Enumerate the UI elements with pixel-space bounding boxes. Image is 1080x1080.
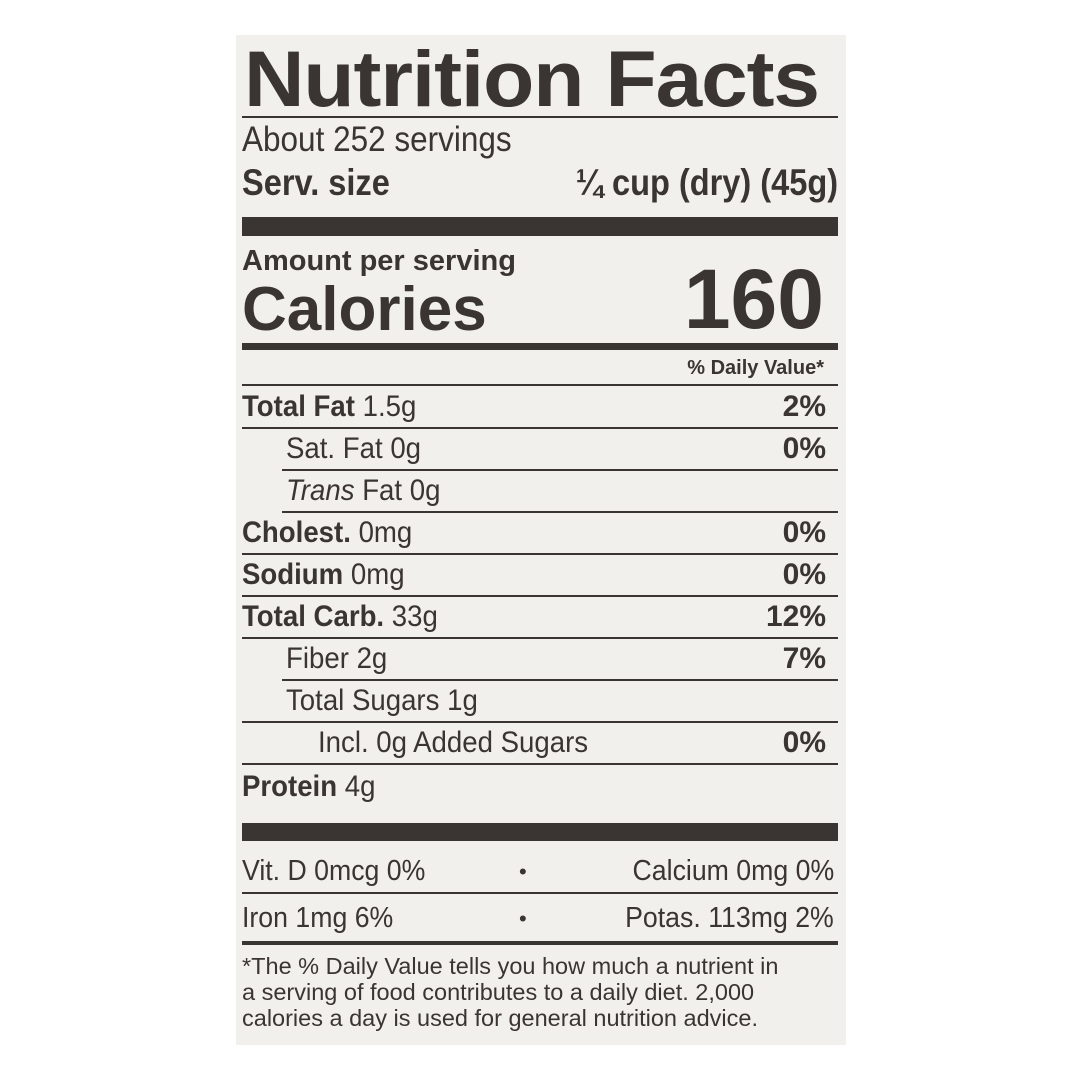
thick-divider (242, 823, 838, 841)
nutrient-row-total-sugars: Total Sugars 1g (242, 681, 838, 723)
serving-size-value: ¼ cup (dry) (45g) (575, 162, 838, 203)
amount-per-serving: Amount per serving (242, 245, 516, 277)
nutrient-row-protein: Protein 4g (242, 770, 376, 803)
divider (242, 384, 838, 386)
nutrient-rows: Total Fat 1.5g 2% Sat. Fat 0g 0% Trans F… (242, 387, 838, 807)
calories-label: Calories (242, 275, 487, 344)
daily-value-footnote: *The % Daily Value tells you how much a … (242, 953, 779, 1031)
nutrient-row-sat-fat: Sat. Fat 0g 0% (282, 429, 838, 471)
vitamin-row: Vit. D 0mcg 0% • Calcium 0mg 0% (242, 847, 838, 894)
bullet-separator: • (519, 859, 527, 884)
serving-size-label: Serv. size (242, 162, 390, 203)
daily-value-header: % Daily Value* (687, 357, 824, 379)
label-title: Nutrition Facts (244, 34, 820, 123)
nutrient-row-fiber: Fiber 2g 7% (282, 639, 838, 681)
medium-divider (242, 343, 838, 350)
nutrient-row-added-sugars: Incl. 0g Added Sugars 0% (242, 723, 838, 765)
divider (242, 116, 838, 118)
thick-divider (242, 217, 838, 236)
nutrition-facts-label: Nutrition Facts About 252 servings Serv.… (236, 35, 846, 1045)
vitamin-row: Iron 1mg 6% • Potas. 113mg 2% (242, 902, 834, 934)
divider (242, 941, 838, 945)
calories-value: 160 (683, 252, 824, 346)
vitamin-mineral-rows: Vit. D 0mcg 0% • Calcium 0mg 0% Iron 1mg… (242, 847, 838, 939)
nutrient-row-sodium: Sodium 0mg 0% (242, 555, 838, 597)
servings-per-container: About 252 servings (242, 120, 512, 159)
nutrient-row-total-fat: Total Fat 1.5g 2% (242, 387, 838, 429)
nutrient-row-total-carb: Total Carb. 33g 12% (242, 597, 838, 639)
bullet-separator: • (519, 906, 527, 931)
nutrient-row-cholesterol: Cholest. 0mg 0% (242, 513, 838, 555)
nutrient-row-trans-fat: Trans Fat 0g (282, 471, 838, 513)
